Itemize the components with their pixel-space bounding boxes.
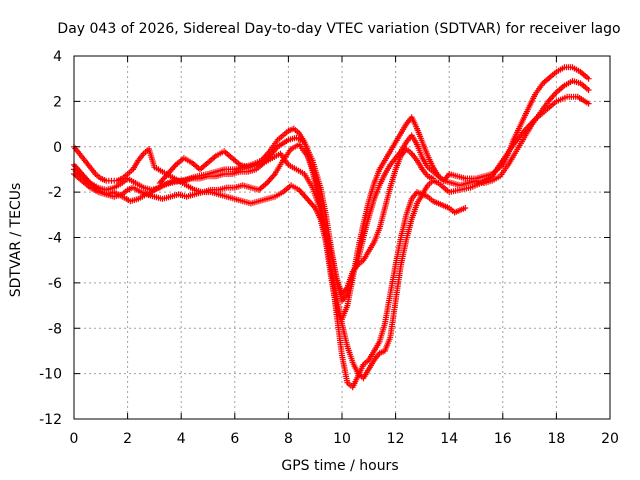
y-tick-label: -2 xyxy=(48,185,62,201)
y-tick-label: 0 xyxy=(53,140,62,156)
series-track-5 xyxy=(156,146,437,298)
data-point xyxy=(462,205,469,211)
y-tick-label: 4 xyxy=(53,49,62,65)
data-point xyxy=(430,175,437,182)
y-axis-label: SDTVAR / TECUs xyxy=(8,183,24,298)
x-tick-label: 10 xyxy=(333,431,351,447)
y-tick-label: -12 xyxy=(39,412,62,428)
x-tick-label: 4 xyxy=(177,431,186,447)
data-point xyxy=(585,87,592,93)
x-tick-label: 6 xyxy=(230,431,239,447)
x-axis-label: GPS time / hours xyxy=(281,458,398,474)
x-tick-label: 8 xyxy=(284,431,293,447)
x-tick-label: 2 xyxy=(123,431,132,447)
x-tick-label: 14 xyxy=(440,431,458,447)
x-tick-label: 12 xyxy=(387,431,405,447)
series-track-4 xyxy=(71,143,469,382)
y-tick-label: -10 xyxy=(39,367,62,383)
y-tick-labels: 4 2 0 -2 -4 -6 -8 -10 -12 xyxy=(39,49,62,428)
y-tick-label: -8 xyxy=(48,321,62,337)
data-point xyxy=(585,75,592,82)
y-tick-label: 2 xyxy=(53,94,62,110)
grid-lines xyxy=(74,56,610,419)
x-tick-label: 20 xyxy=(601,431,619,447)
chart-title: Day 043 of 2026, Sidereal Day-to-day VTE… xyxy=(57,21,620,37)
x-tick-labels: 0 2 4 6 8 10 12 14 16 18 20 xyxy=(70,431,619,447)
data-point xyxy=(585,100,592,107)
x-tick-label: 0 xyxy=(70,431,79,447)
x-tick-label: 18 xyxy=(547,431,565,447)
x-tick-label: 16 xyxy=(494,431,512,447)
axis-ticks xyxy=(73,55,611,420)
data-points xyxy=(71,64,592,391)
y-tick-label: -4 xyxy=(48,231,62,247)
y-tick-label: -6 xyxy=(48,276,62,292)
